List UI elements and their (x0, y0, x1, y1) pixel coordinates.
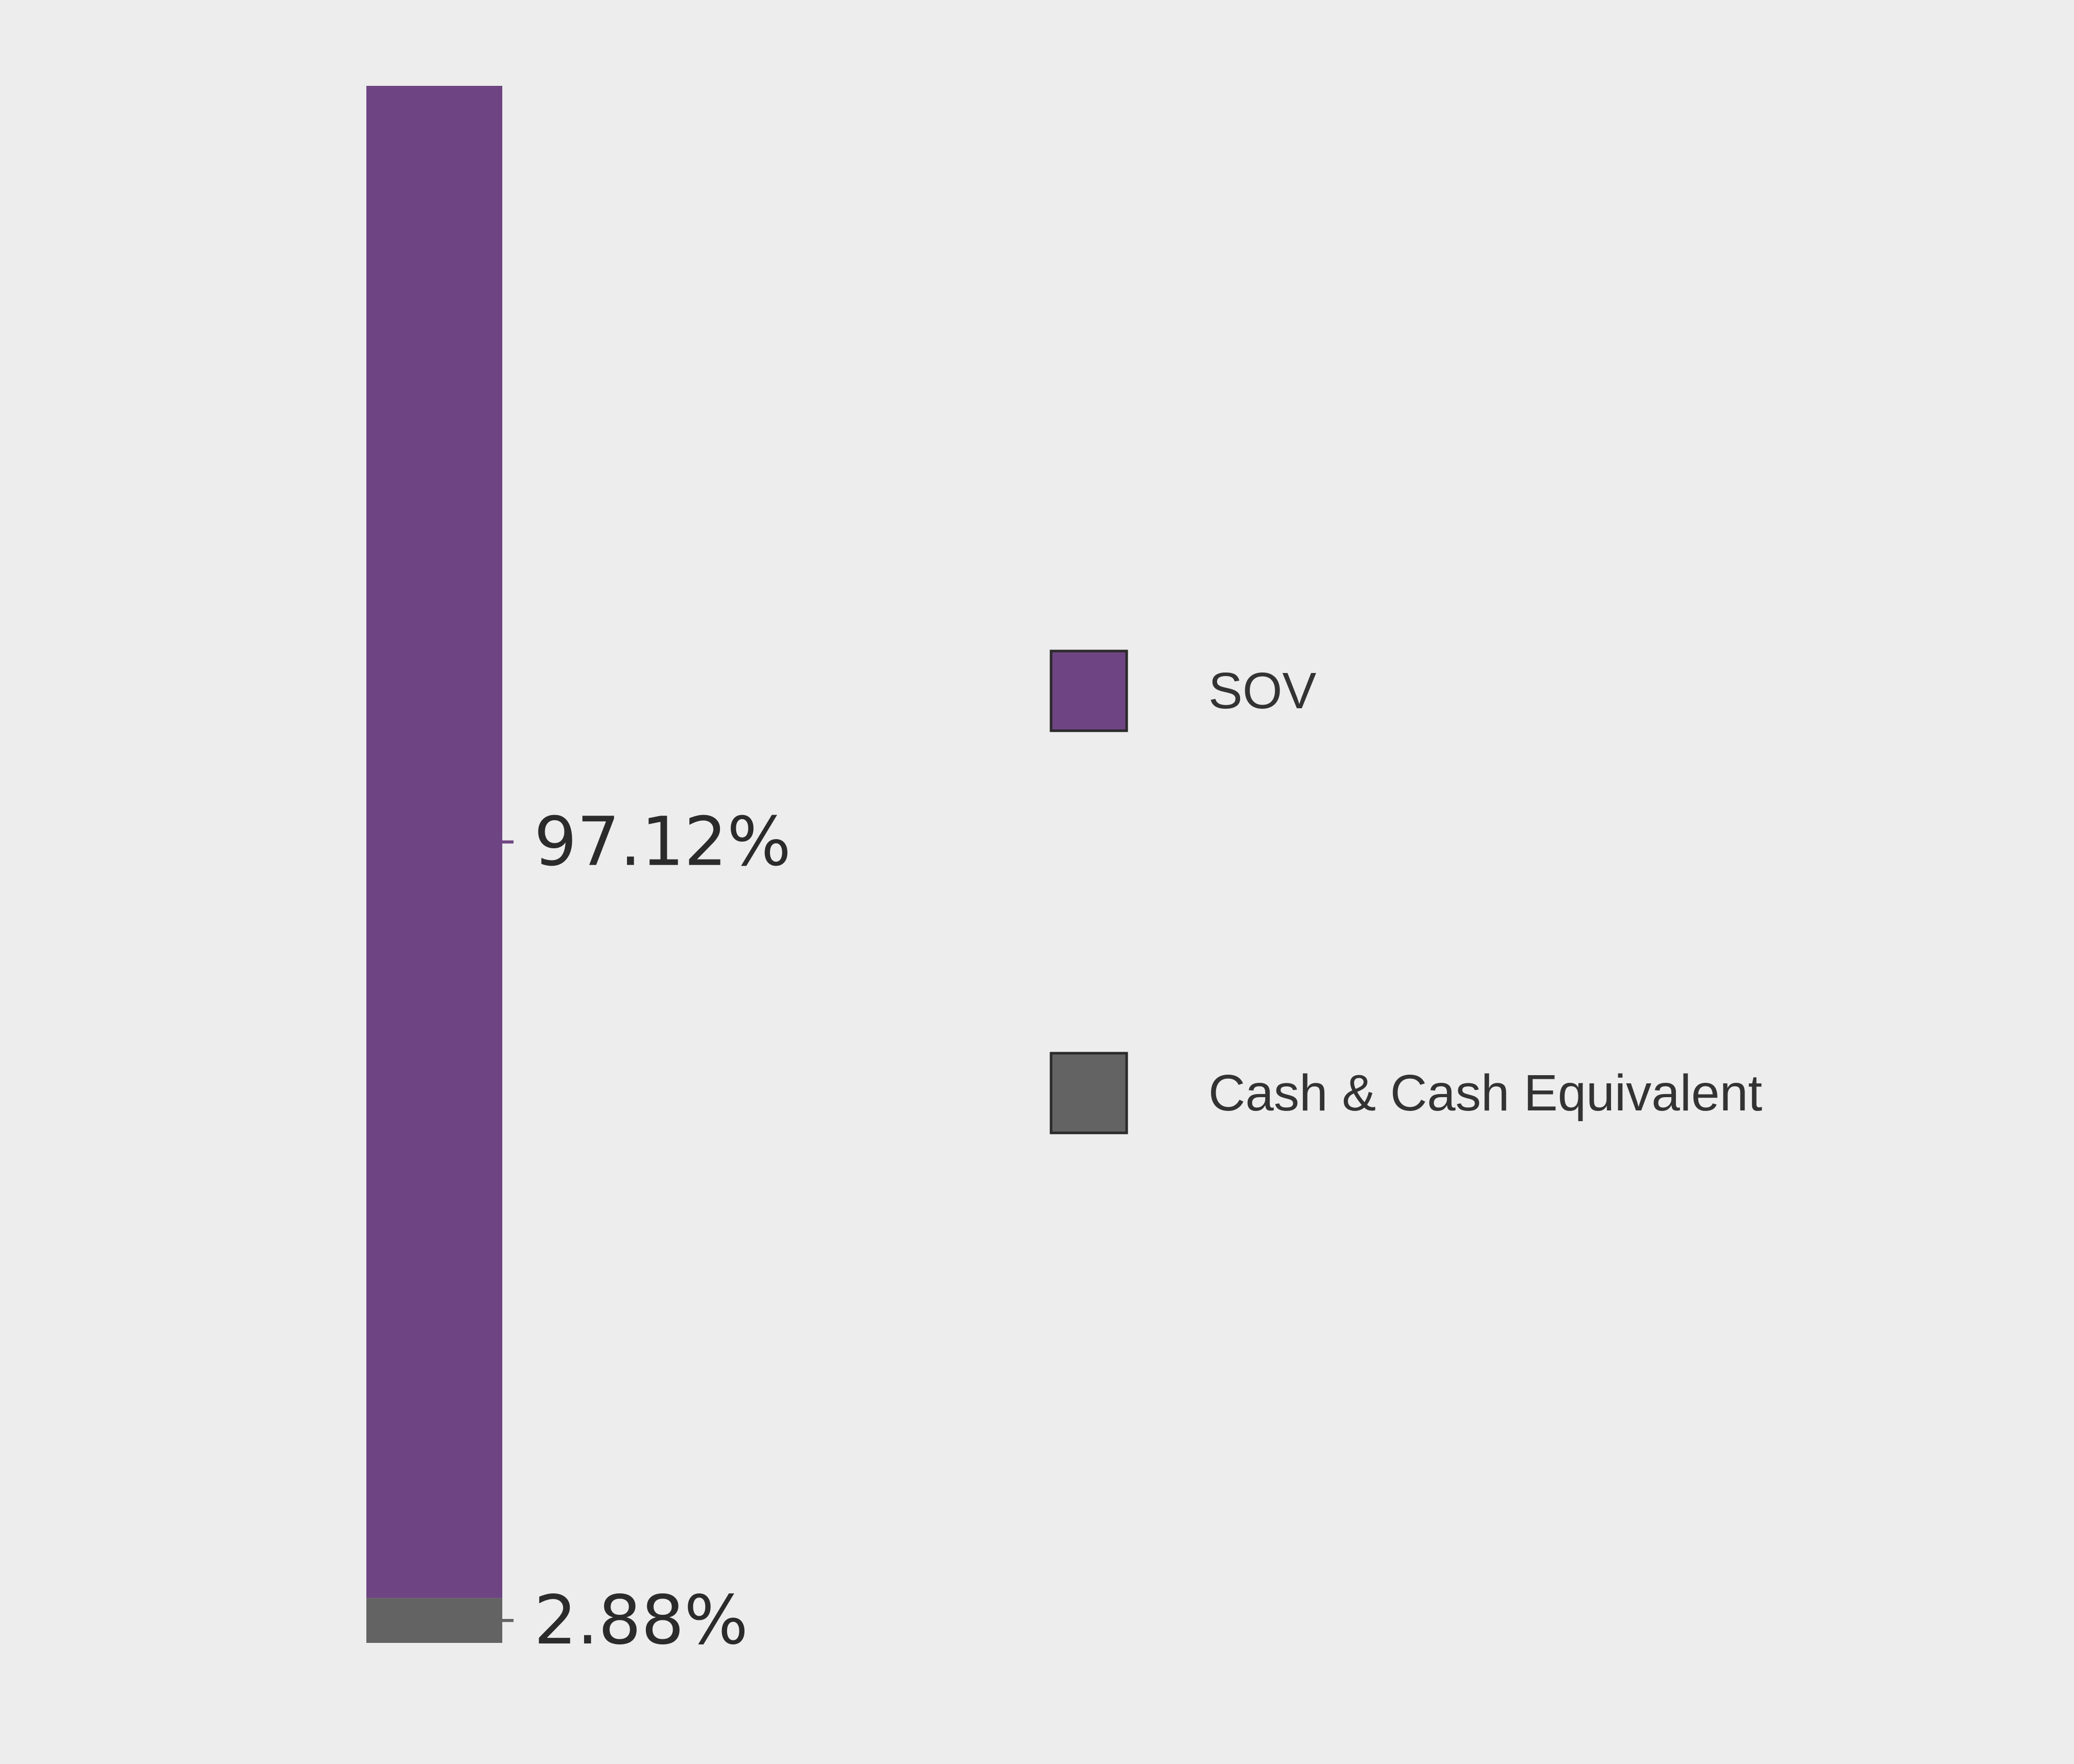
data-label-1: 2.88% (534, 1581, 748, 1660)
bar-segment-1 (366, 1598, 502, 1643)
data-label-0: 97.12% (534, 803, 791, 881)
legend-swatch-1 (1050, 1052, 1128, 1134)
legend-label-1: Cash & Cash Equivalent (1208, 1064, 1762, 1122)
legend: SOV Cash & Cash Equivalent (1050, 649, 1762, 1134)
bar-segment-0 (366, 86, 502, 1598)
legend-swatch-0 (1050, 649, 1128, 732)
bars-group (366, 86, 502, 1643)
legend-label-0: SOV (1208, 662, 1316, 719)
data-labels-group: 2.88% 97.12% (502, 803, 791, 1660)
